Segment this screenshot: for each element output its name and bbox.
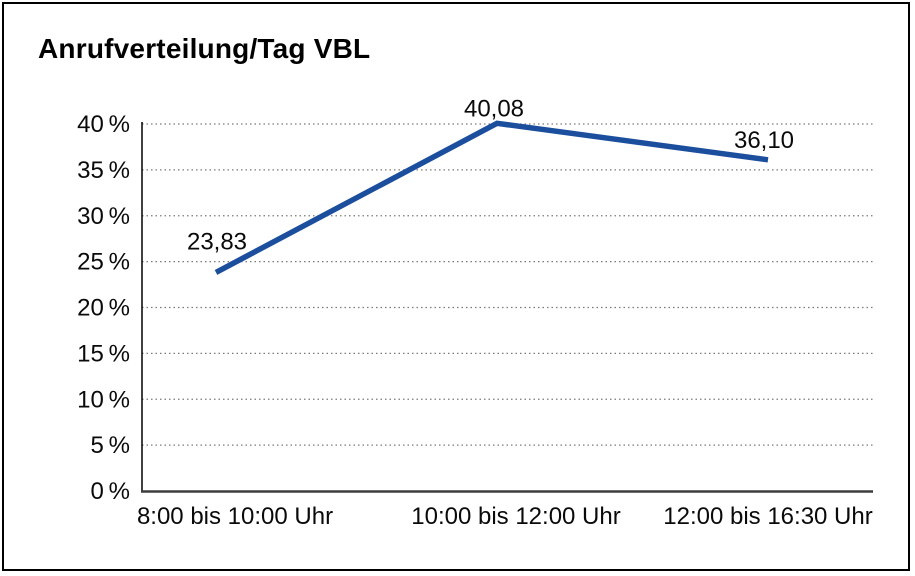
y-tick-label-10: 10 % — [77, 386, 130, 413]
y-tick-label-0: 0 % — [91, 478, 131, 505]
y-tick-label-35: 35 % — [77, 157, 130, 184]
x-category-label-0: 8:00 bis 10:00 Uhr — [137, 503, 333, 530]
data-series-line — [214, 120, 769, 275]
y-tick-label-20: 20 % — [77, 295, 130, 322]
chart-title: Anrufverteilung/Tag VBL — [38, 33, 371, 64]
data-point-label-0: 23,83 — [187, 228, 247, 255]
y-tick-label-25: 25 % — [77, 249, 130, 276]
y-tick-label-15: 15 % — [77, 340, 130, 367]
y-tick-label-30: 30 % — [77, 203, 130, 230]
y-tick-label-40: 40 % — [77, 111, 130, 138]
y-tick-label-5: 5 % — [91, 432, 131, 459]
x-category-label-2: 12:00 bis 16:30 Uhr — [663, 503, 872, 530]
data-point-label-2: 36,10 — [734, 127, 794, 154]
x-category-label-1: 10:00 bis 12:00 Uhr — [411, 503, 620, 530]
data-point-label-1: 40,08 — [464, 95, 524, 122]
